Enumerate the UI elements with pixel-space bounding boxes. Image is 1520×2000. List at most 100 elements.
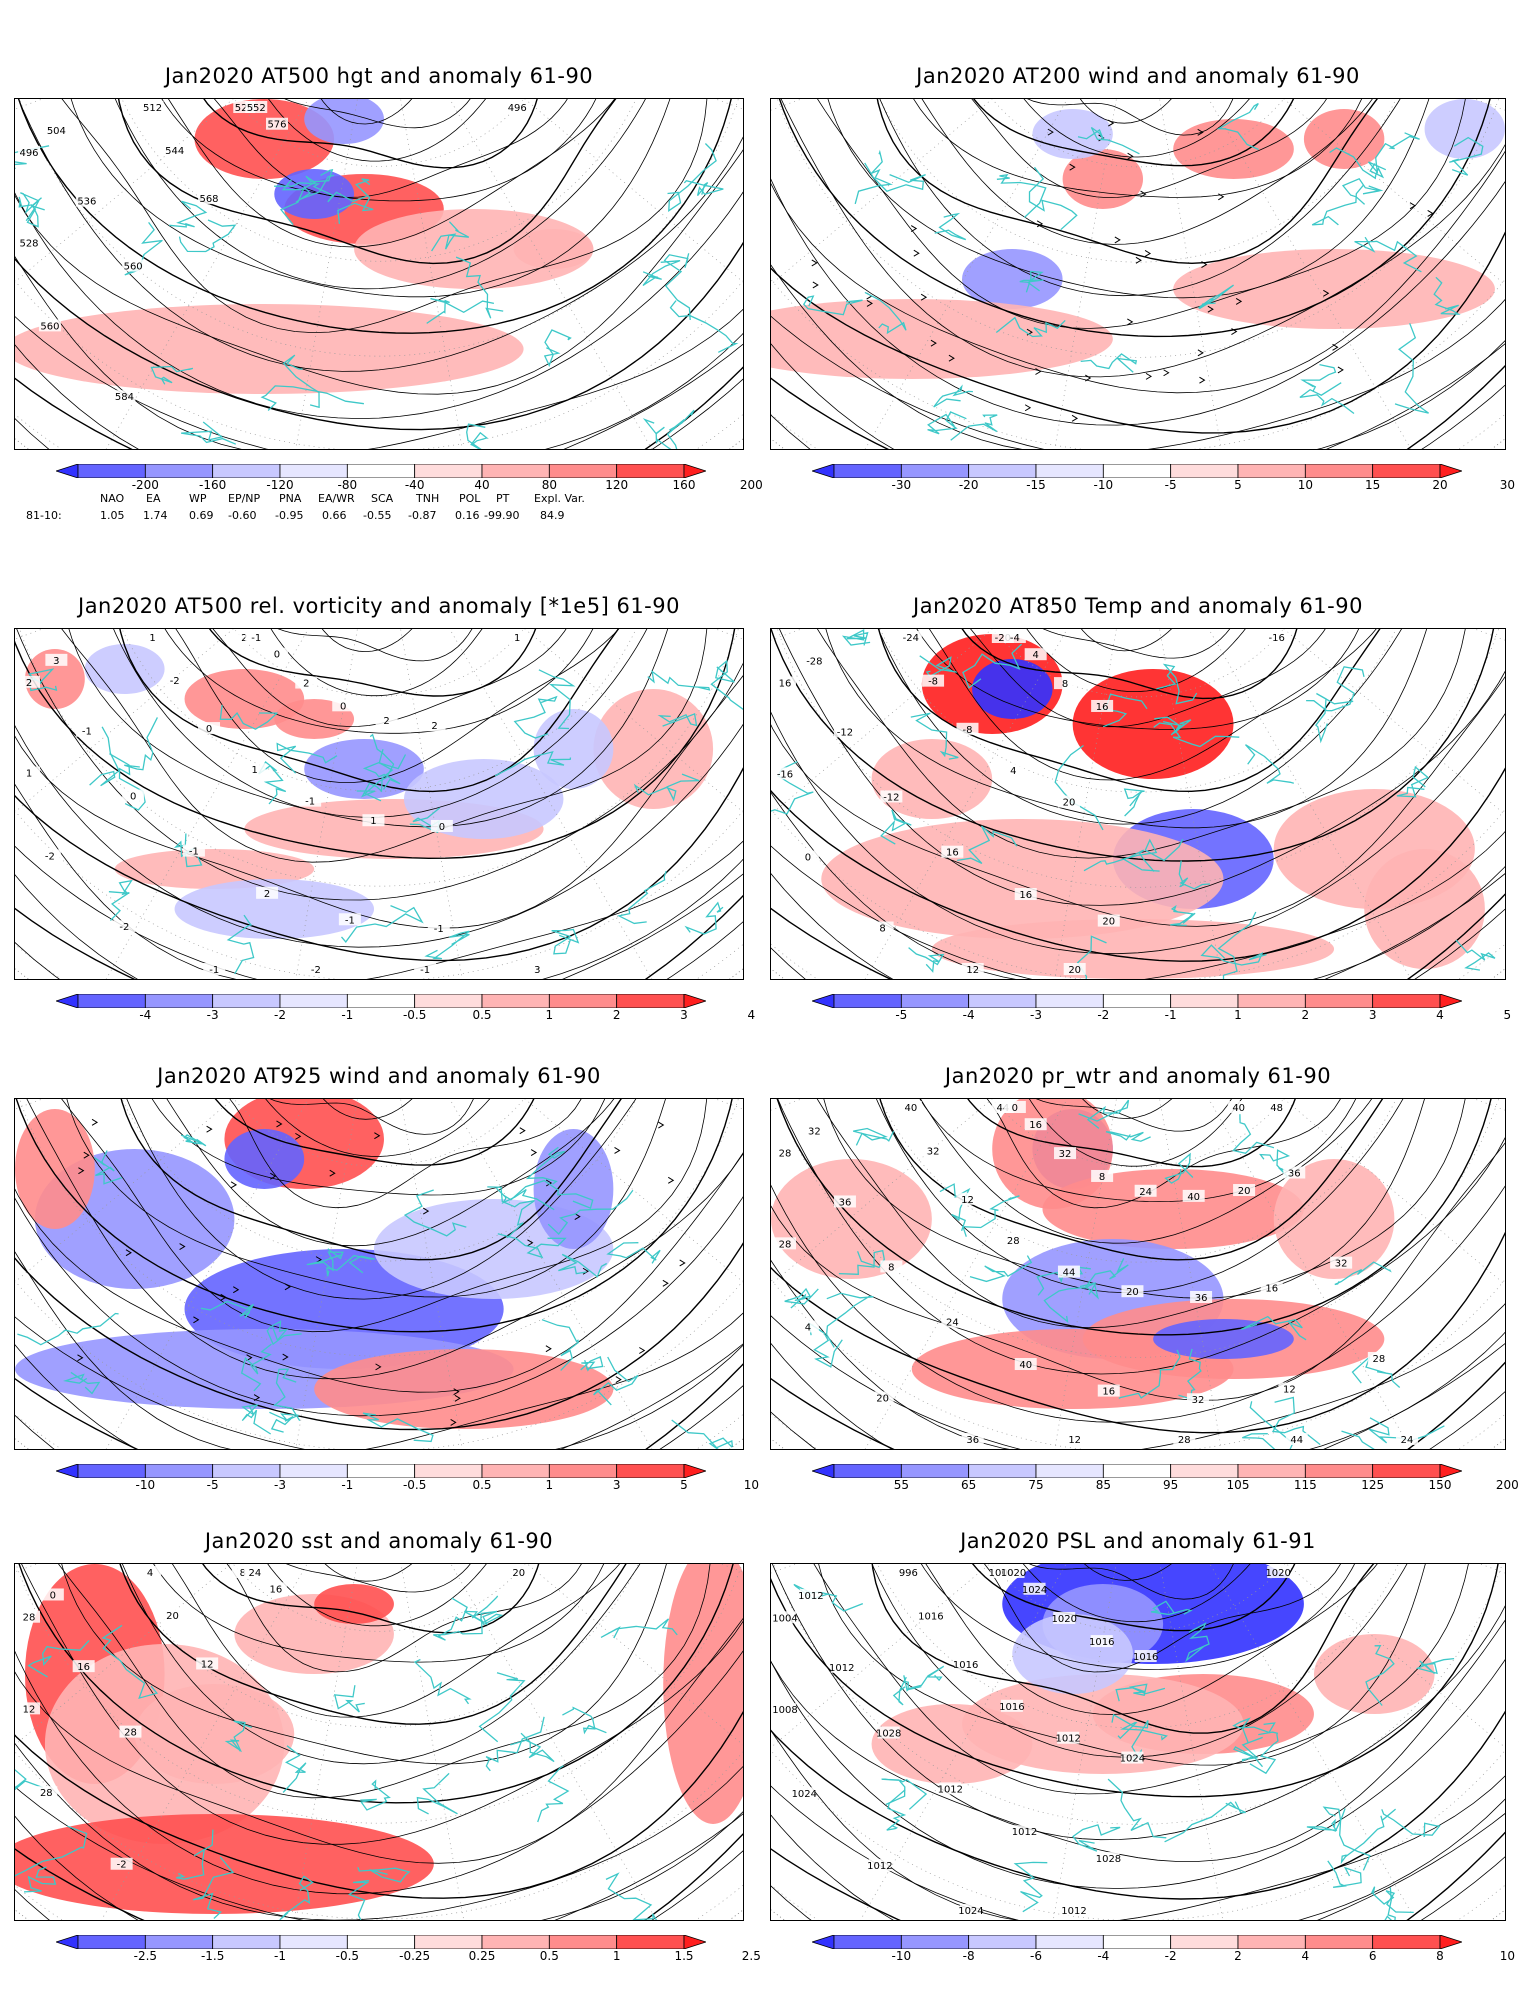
colorbar-tick-label: -4 bbox=[139, 1008, 152, 1022]
contour-label-bg bbox=[1002, 1566, 1025, 1578]
contour-label-bg bbox=[18, 145, 40, 158]
coastline bbox=[282, 1745, 307, 1793]
anomaly-region bbox=[962, 249, 1063, 309]
contour-label-bg bbox=[1267, 1566, 1290, 1578]
colorbar-box bbox=[968, 1934, 1037, 1950]
contour-label: 536 bbox=[77, 197, 96, 208]
colorbar-box bbox=[279, 1463, 348, 1479]
contour-label: 520 bbox=[235, 103, 254, 114]
contour-label-bg bbox=[264, 1582, 287, 1595]
contour-label-bg bbox=[1227, 1101, 1250, 1113]
coastline bbox=[426, 297, 495, 324]
wind-arrow bbox=[812, 281, 819, 289]
coastline bbox=[1080, 353, 1138, 373]
colorbar-box bbox=[144, 993, 214, 1009]
contour-label-bg bbox=[18, 766, 40, 779]
contour-line bbox=[15, 629, 743, 948]
contour-label-bg bbox=[880, 790, 903, 803]
contour-label-bg bbox=[774, 1146, 796, 1159]
colorbar-tick-label: 0.5 bbox=[472, 1478, 492, 1492]
contour-line bbox=[882, 629, 1411, 781]
contour-label-bg bbox=[1091, 699, 1114, 712]
contour-label: 28 bbox=[1372, 1354, 1385, 1365]
contour-label-bg bbox=[1003, 631, 1026, 643]
panel-title: Jan2020 PSL and anomaly 61-91 bbox=[960, 1529, 1316, 1553]
contour-line bbox=[771, 1564, 1505, 1920]
colorbar-box bbox=[1170, 463, 1239, 479]
map-at925-wind bbox=[14, 1098, 744, 1450]
contour-label: 2 bbox=[431, 721, 437, 732]
coastline bbox=[494, 750, 572, 777]
coastline bbox=[513, 695, 558, 739]
contour-label-bg bbox=[1014, 888, 1037, 901]
coastline bbox=[1200, 944, 1267, 966]
contour-label: 12 bbox=[1283, 1385, 1296, 1396]
coastline bbox=[1185, 1622, 1210, 1663]
coastline bbox=[642, 418, 685, 449]
colorbar bbox=[810, 463, 1464, 479]
wind-arrow bbox=[527, 1239, 534, 1247]
contour-line bbox=[771, 99, 1505, 426]
contour-label: 4 bbox=[1010, 766, 1016, 777]
contour-label-bg bbox=[141, 631, 164, 643]
panel-psl: Jan2020 PSL and anomaly 61-91 1020 1004 10… bbox=[770, 1525, 1515, 1965]
coastline bbox=[864, 162, 926, 192]
colorbar-tick-label: 150 bbox=[1428, 1478, 1452, 1492]
wind-arrow bbox=[91, 1118, 99, 1126]
colorbar-box bbox=[481, 1934, 550, 1950]
contour-label: 996 bbox=[899, 1568, 918, 1579]
colorbar-tick-label: 1 bbox=[1234, 1008, 1242, 1022]
meridian-line bbox=[378, 99, 674, 449]
contour-line bbox=[15, 99, 743, 372]
coastline bbox=[274, 182, 369, 203]
contour-line bbox=[771, 1564, 1505, 1862]
contour-label: 1 bbox=[26, 769, 32, 780]
coastline bbox=[910, 712, 959, 760]
wind-arrow bbox=[1035, 368, 1042, 375]
contour-label-bg bbox=[919, 1609, 942, 1622]
contour-label-bg bbox=[163, 674, 186, 687]
coastline bbox=[1242, 1433, 1282, 1449]
contour-label-bg bbox=[939, 1782, 962, 1795]
wind-arrow bbox=[1036, 220, 1044, 228]
contour-label: 1 bbox=[514, 633, 520, 644]
contour-label-bg bbox=[1024, 648, 1047, 661]
meridian-line bbox=[1137, 629, 1434, 979]
contour-line bbox=[971, 1564, 1307, 1623]
contour-label-bg bbox=[1063, 1904, 1086, 1916]
coastline bbox=[510, 1732, 555, 1763]
wind-arrow bbox=[179, 1243, 186, 1250]
colorbar-tick-label: 2 bbox=[612, 1008, 621, 1022]
wind-arrow bbox=[930, 339, 937, 347]
coastline bbox=[178, 219, 237, 253]
anomaly-region bbox=[962, 1674, 1244, 1774]
coastline bbox=[1341, 1430, 1391, 1449]
coastline bbox=[273, 1368, 301, 1422]
contour-label-bg bbox=[332, 699, 355, 712]
contour-line bbox=[188, 629, 554, 697]
wind-arrow bbox=[1197, 349, 1204, 357]
colorbar-end-left bbox=[54, 1934, 79, 1950]
contour-line bbox=[129, 1564, 620, 1663]
colorbar-tick-label: 1 bbox=[612, 1949, 621, 1963]
coastline bbox=[1154, 716, 1192, 736]
coastline bbox=[124, 717, 158, 771]
coastline bbox=[1449, 136, 1484, 176]
contour-line bbox=[136, 99, 616, 202]
contour-label: -16 bbox=[1268, 633, 1284, 644]
tele-header-eawr: EA/WR bbox=[318, 492, 355, 505]
panel-sst: Jan2020 sst and anomaly 61-90 20 28 0 4 8 12 1… bbox=[14, 1525, 761, 1965]
coastline bbox=[558, 1253, 608, 1278]
coastline bbox=[962, 1195, 1020, 1237]
colorbar-box bbox=[1237, 1463, 1306, 1479]
contour-line bbox=[237, 1564, 531, 1593]
colorbar-box bbox=[212, 1934, 281, 1950]
colorbar-box bbox=[1372, 463, 1441, 479]
coastline bbox=[647, 670, 711, 691]
contour-label-bg bbox=[1367, 1351, 1390, 1364]
contour-label-bg bbox=[877, 1726, 900, 1739]
coastline bbox=[1433, 276, 1461, 315]
colorbar-tick-label: 2 bbox=[1301, 1008, 1310, 1022]
contour-line bbox=[879, 1564, 1413, 1715]
coastline bbox=[543, 329, 572, 368]
